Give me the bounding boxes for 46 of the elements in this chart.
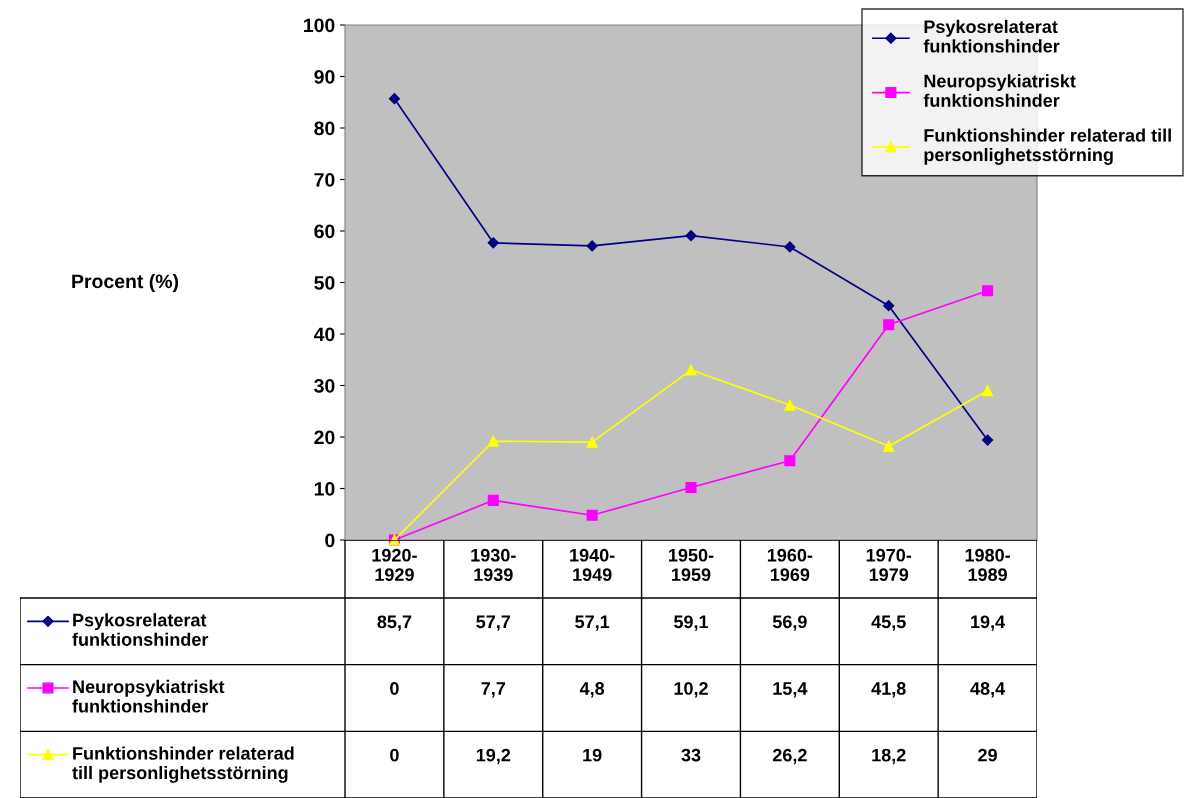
data-label: 57,1	[575, 615, 610, 631]
data-label: 59,1	[673, 615, 709, 631]
data-label: 10,2	[674, 682, 708, 698]
data-label: 26,2	[772, 748, 807, 765]
data-label: 56,9	[772, 615, 807, 631]
text: Psykosrelaterat funktionshinder	[72, 613, 209, 646]
data-label: 4,8	[579, 682, 605, 698]
data-label: 29	[978, 748, 997, 762]
y-tick-label: 60	[314, 224, 335, 239]
y-tick-label: 50	[314, 275, 335, 290]
x-tick-label: 1940-1949	[570, 548, 615, 582]
y-tick-label: 40	[313, 327, 335, 342]
data-label: 57,7	[476, 615, 511, 631]
data-label: 0	[390, 682, 399, 695]
data-label: 15,4	[773, 682, 808, 698]
legend-label: Funktionshinder relaterad till personlighetsstörning	[924, 128, 1171, 165]
legend-label: Psykosrelaterat funktionshinder	[923, 19, 1060, 53]
data-label: 85,7	[377, 615, 412, 631]
y-tick-label: 100	[304, 18, 335, 33]
data-label: 33	[681, 748, 701, 762]
y-tick-label: 10	[314, 481, 335, 496]
x-tick-label: 1920-1929	[372, 548, 417, 582]
data-label: 45,5	[871, 615, 906, 631]
x-tick-label: 1950-1959	[669, 548, 714, 582]
y-tick-label: 30	[314, 378, 335, 393]
x-tick-label: 1970-1979	[866, 548, 912, 582]
y-tick-label: 80	[314, 121, 335, 136]
data-label: 48,4	[970, 682, 1006, 698]
data-label: 0	[390, 748, 399, 762]
y-tick-label: 90	[314, 69, 335, 84]
y-tick-label: 0	[325, 533, 335, 548]
data-label: 19,4	[971, 615, 1006, 631]
legend-label: Neuropsykiatriskt funktionshinder	[923, 74, 1076, 107]
data-label: 7,7	[481, 682, 506, 698]
data-label: 18,2	[872, 748, 906, 765]
x-tick-label: 1930-1939	[471, 548, 516, 582]
x-tick-label: 1960-1969	[767, 548, 813, 582]
data-label: 19,2	[476, 748, 511, 765]
text: Neuropsykiatriskt funktionshinder	[72, 679, 225, 713]
y-tick-label: 70	[314, 172, 335, 187]
y-tick-label: 20	[314, 430, 335, 445]
x-tick-label: 1980-1989	[965, 548, 1010, 582]
data-label: 41,8	[871, 682, 906, 698]
text: Funktionshinder relaterad till personlighetsstörning	[72, 746, 294, 783]
text: Procent (%)	[72, 273, 179, 293]
data-label: 19	[583, 748, 602, 762]
